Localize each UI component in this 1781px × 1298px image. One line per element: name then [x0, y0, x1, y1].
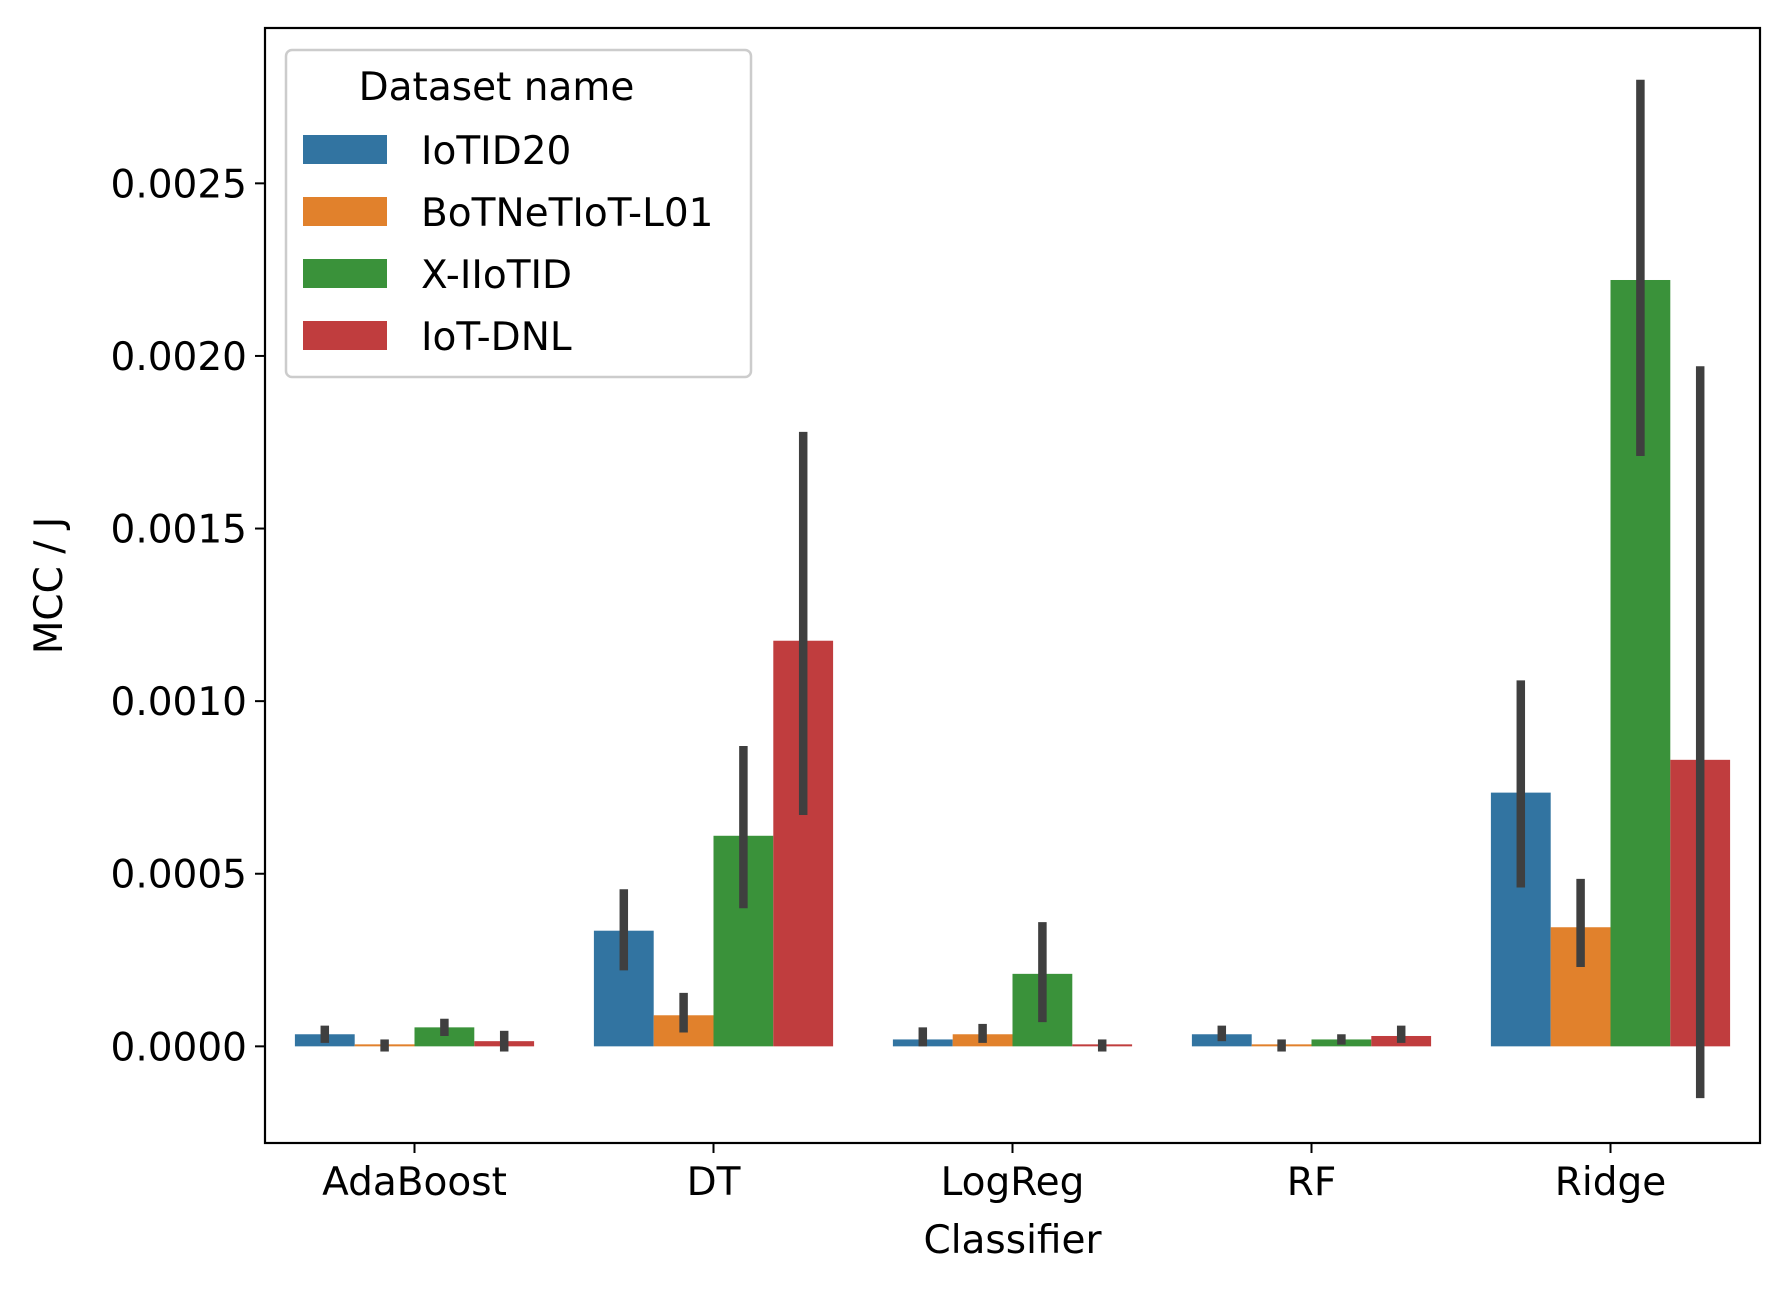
y-axis-label: MCC / J: [27, 517, 72, 655]
x-axis-label: Classifier: [923, 1218, 1102, 1263]
bar-x-iiotid-adaboost: [414, 1027, 475, 1047]
x-tick-label: RF: [1287, 1160, 1337, 1205]
legend-title: Dataset name: [359, 65, 635, 110]
y-tick-label: 0.0020: [111, 335, 247, 380]
legend-swatch: [303, 259, 387, 288]
x-axis: AdaBoost DT LogReg RF Ridge: [322, 1143, 1666, 1205]
y-tick-label: 0.0005: [111, 853, 247, 898]
legend-swatch: [303, 135, 387, 164]
y-tick-label: 0.0010: [111, 680, 247, 725]
x-tick-label: DT: [687, 1160, 741, 1205]
legend-swatch: [303, 321, 387, 350]
y-tick-label: 0.0025: [111, 162, 247, 207]
bars-layer: [294, 279, 1731, 1047]
legend-label: IoTID20: [421, 129, 571, 174]
legend-label: IoT-DNL: [421, 315, 572, 360]
y-tick-label: 0.0000: [111, 1025, 247, 1070]
x-tick-label: LogReg: [941, 1160, 1085, 1205]
legend-items: IoTID20 BoTNeTIoT-L01 X-IIoTID IoT-DNL: [303, 129, 713, 360]
y-tick-label: 0.0015: [111, 508, 247, 553]
legend-box: [284, 48, 753, 379]
legend-swatch: [303, 197, 387, 226]
x-tick-label: Ridge: [1555, 1160, 1666, 1205]
legend: Dataset name IoTID20 BoTNeTIoT-L01 X-IIoTI…: [284, 48, 753, 379]
y-axis: 0.0000 0.0005 0.0010 0.0015 0.0020 0.0025: [111, 162, 265, 1070]
legend-label: X-IIoTID: [421, 253, 572, 298]
legend-label: BoTNeTIoT-L01: [421, 191, 713, 236]
error-bars-layer: [320, 79, 1705, 1099]
x-tick-label: AdaBoost: [322, 1160, 507, 1205]
